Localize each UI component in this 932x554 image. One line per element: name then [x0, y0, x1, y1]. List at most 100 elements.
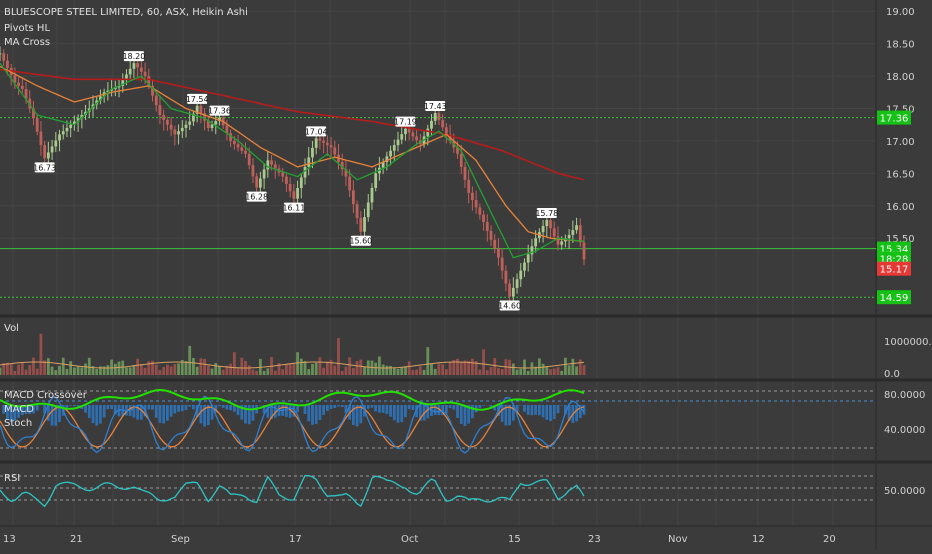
price-levels — [0, 117, 876, 298]
volume-bar — [61, 357, 65, 375]
volume-bar — [110, 359, 113, 375]
pivot-tag — [34, 162, 55, 173]
candle-body — [433, 113, 437, 121]
candle-body — [0, 53, 2, 55]
candle-body — [471, 192, 474, 201]
rsi-panel-plot[interactable] — [0, 474, 876, 508]
indicator-ma-cross-label[interactable]: MA Cross — [4, 37, 50, 48]
candle-body — [500, 257, 504, 271]
volume-bar — [311, 363, 314, 375]
candle-body — [218, 117, 221, 122]
pivot-label: 17.43 — [424, 102, 447, 111]
price-tick-label: 19.00 — [886, 7, 915, 18]
candle-body — [169, 124, 173, 130]
volume-bar — [199, 358, 203, 375]
volume-title[interactable]: Vol — [4, 323, 19, 334]
candle-body — [426, 128, 430, 137]
volume-bar — [578, 359, 582, 375]
candle-body — [117, 85, 121, 88]
volume-bar — [154, 364, 158, 375]
ma-slow-line[interactable] — [0, 68, 585, 181]
candle-body — [125, 74, 128, 81]
tag-17-36-bg — [877, 110, 911, 125]
volume-bar — [73, 367, 76, 375]
volume-tick-zero: 0.0 — [884, 369, 900, 380]
price-axis[interactable]: 19.00 18.50 18.00 17.50 17.00 16.50 16.00 15.50 — [886, 7, 915, 245]
candle-body — [299, 177, 303, 189]
indicator-pivots-label[interactable]: Pivots HL — [4, 23, 50, 34]
pivot-label: 17.54 — [186, 95, 209, 104]
stoch-title[interactable]: Stoch — [4, 418, 32, 429]
candle-body — [270, 160, 273, 165]
candle-body — [139, 67, 143, 72]
candle-body — [582, 242, 586, 260]
volume-bar — [46, 358, 50, 375]
macd-panel-plot[interactable] — [0, 388, 876, 454]
volume-bar — [407, 361, 411, 375]
volume-bar — [437, 363, 441, 375]
candle-body — [363, 217, 366, 232]
candle-body — [225, 125, 229, 134]
volume-bar — [299, 358, 303, 375]
candle-body — [2, 53, 6, 61]
volume-bar — [9, 364, 13, 375]
macd-title[interactable]: MACD — [4, 404, 34, 415]
volume-bar — [493, 358, 497, 375]
pivot-tag — [283, 202, 304, 213]
volume-bar — [255, 370, 259, 375]
volume-bar — [288, 364, 292, 375]
candle-body — [489, 230, 493, 240]
price-candles[interactable] — [0, 46, 586, 306]
candle-body — [400, 134, 404, 140]
x-label-20: 20 — [823, 534, 836, 545]
candle-body — [545, 220, 549, 227]
volume-bar — [515, 369, 519, 375]
volume-bar — [571, 358, 575, 375]
volume-bar — [266, 368, 270, 375]
candle-body — [128, 68, 132, 75]
volume-bar — [210, 368, 214, 375]
candle-body — [511, 287, 515, 297]
volume-bar — [136, 358, 140, 375]
macd-tick-40: 40.0000 — [884, 425, 925, 436]
volume-bar — [277, 363, 281, 375]
candle-body — [415, 136, 419, 141]
volume-bar — [366, 360, 370, 375]
candle-body — [162, 114, 166, 120]
candle-body — [456, 147, 459, 154]
volume-bar — [121, 360, 125, 375]
candle-body — [396, 139, 400, 146]
pivot-tag — [123, 51, 144, 62]
volume-bar — [158, 370, 162, 375]
time-axis[interactable]: 13 21 Sep 17 Oct 15 23 Nov 12 20 — [3, 534, 836, 545]
candle-body — [236, 144, 240, 148]
volume-bar — [534, 366, 538, 375]
tag-17-36: 17.36 — [880, 114, 909, 125]
pivot-label: 16.28 — [245, 193, 268, 202]
volume-bar — [482, 349, 485, 375]
signal-line — [0, 406, 585, 448]
volume-bar — [128, 367, 132, 375]
volume-bar — [433, 368, 437, 375]
volume-bars[interactable] — [0, 333, 586, 375]
rsi-title[interactable]: RSI — [4, 473, 20, 484]
macd-crossover-title[interactable]: MACD Crossover — [4, 390, 88, 401]
volume-bar — [478, 369, 482, 375]
volume-bar — [147, 361, 151, 375]
pivot-label: 17.04 — [305, 127, 328, 136]
candle-body — [281, 172, 285, 177]
candle-body — [255, 176, 259, 188]
ma-mid-line[interactable] — [0, 65, 585, 243]
candle-body — [266, 160, 270, 170]
candle-body — [441, 120, 445, 128]
volume-bar — [497, 368, 500, 375]
volume-bar — [20, 362, 24, 375]
candle-body — [180, 127, 184, 132]
pivot-label: 18.20 — [122, 52, 145, 61]
volume-bar — [240, 357, 244, 375]
ma-fast-line[interactable] — [0, 62, 585, 259]
volume-bar — [567, 365, 571, 375]
